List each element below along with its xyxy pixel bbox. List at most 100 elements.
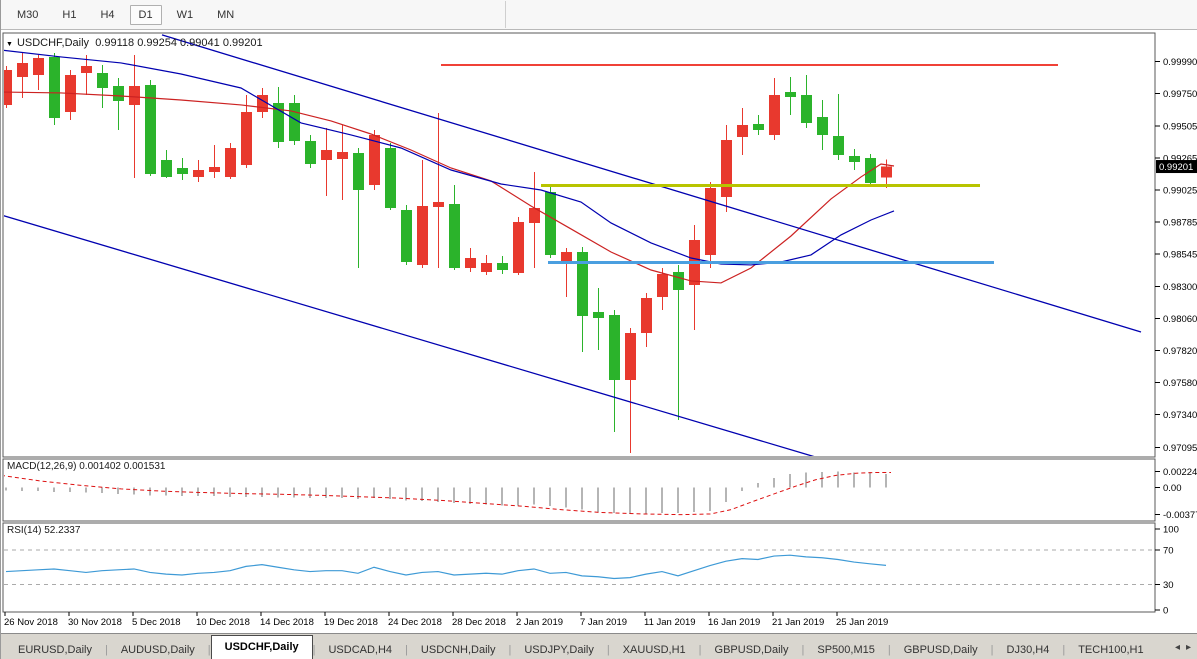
- price-axis-label: 0.98785: [1163, 218, 1197, 229]
- candle-body: [881, 166, 892, 178]
- candle-body: [657, 274, 668, 297]
- current-price-tag: [1156, 160, 1197, 174]
- candlestick-chart: [1, 34, 1142, 459]
- tab-scroll-arrows: ◂ ▸: [1172, 634, 1197, 659]
- macd-histogram-bar: [677, 487, 679, 514]
- symbol-tab-tech100-h1[interactable]: TECH100,H1: [1078, 644, 1144, 656]
- macd-histogram-bar: [501, 487, 503, 506]
- symbol-tab-audusd-daily[interactable]: AUDUSD,Daily: [120, 644, 195, 656]
- candle-body: [113, 86, 124, 101]
- chart-title: ▼ USDCHF,Daily 0.99118 0.99254 0.99041 0.…: [6, 37, 263, 49]
- candle-body: [833, 136, 844, 155]
- price-axis-label: 0.98300: [1163, 282, 1197, 293]
- macd-histogram-bar: [245, 487, 247, 497]
- symbol-tab-gbpusd-daily[interactable]: GBPUSD,Daily: [714, 644, 789, 656]
- candle-body: [849, 156, 860, 162]
- macd-histogram-bar: [373, 487, 375, 499]
- price-axis-label: 0.99505: [1163, 122, 1197, 133]
- date-axis-label: 26 Nov 2018: [4, 617, 58, 628]
- trendline-channel-upper[interactable]: [161, 34, 1142, 333]
- macd-histogram-bar: [725, 487, 727, 502]
- candle-body: [161, 160, 172, 177]
- tab-separator: |: [606, 644, 610, 656]
- candle-body: [609, 314, 620, 380]
- rsi-axis-label: 100: [1163, 525, 1179, 536]
- candle-body: [401, 210, 412, 262]
- date-axis-label: 5 Dec 2018: [132, 617, 181, 628]
- timeframe-button-m30[interactable]: M30: [17, 8, 39, 21]
- macd-histogram-bar: [293, 487, 295, 498]
- candle-body: [129, 86, 140, 105]
- symbol-tab-usdchf-daily[interactable]: USDCHF,Daily: [210, 635, 313, 659]
- symbol-tab-usdcad-h4[interactable]: USDCAD,H4: [328, 644, 393, 656]
- candle-body: [481, 262, 492, 272]
- tab-scroll-right-icon[interactable]: ▸: [1185, 641, 1191, 653]
- symbol-tab-xauusd-h1[interactable]: XAUUSD,H1: [622, 644, 686, 656]
- date-axis-label: 19 Dec 2018: [324, 617, 378, 628]
- timeframe-button-h1[interactable]: H1: [62, 8, 77, 21]
- price-axis-label: 0.97340: [1163, 410, 1197, 421]
- price-axis-label: 0.97820: [1163, 346, 1197, 357]
- macd-histogram-bar: [53, 487, 55, 492]
- candle-body: [241, 112, 252, 165]
- macd-histogram-bar: [837, 471, 839, 488]
- candle-body: [225, 148, 236, 177]
- price-axis-label: 0.98545: [1163, 250, 1197, 261]
- macd-histogram-bar: [453, 487, 455, 504]
- symbol-tab-usdjpy-daily[interactable]: USDJPY,Daily: [524, 644, 594, 656]
- price-axis-label: 0.99025: [1163, 186, 1197, 197]
- symbol-tab-gbpusd-daily[interactable]: GBPUSD,Daily: [903, 644, 978, 656]
- macd-histogram-bar: [357, 487, 359, 499]
- candle-body: [145, 84, 156, 174]
- symbol-tab-dj30-h4[interactable]: DJ30,H4: [1006, 644, 1050, 656]
- rsi-panel: [2, 522, 1156, 613]
- tab-separator: |: [990, 644, 994, 656]
- macd-histogram-bar: [261, 487, 263, 497]
- symbol-tab-usdcnh-daily[interactable]: USDCNH,Daily: [420, 644, 496, 656]
- candle-body: [577, 252, 588, 316]
- rsi-value: 52.2337: [44, 525, 81, 536]
- tab-separator: |: [508, 644, 512, 656]
- candle-body: [49, 56, 60, 118]
- tab-separator: |: [405, 644, 408, 656]
- symbol-tab-eurusd-daily[interactable]: EURUSD,Daily: [18, 644, 92, 656]
- tab-separator: |: [801, 644, 805, 656]
- macd-histogram-bar: [645, 487, 647, 514]
- macd-histogram-bar: [149, 487, 151, 496]
- macd-histogram-bar: [597, 487, 599, 512]
- candle-body: [801, 94, 812, 123]
- chart-collapse-icon[interactable]: ▼: [6, 41, 13, 48]
- candle-body: [17, 62, 28, 77]
- timeframe-button-h4[interactable]: H4: [100, 8, 115, 21]
- candle-body: [321, 150, 332, 160]
- rsi-chart: [4, 549, 1154, 585]
- macd-histogram-bar: [869, 472, 871, 488]
- date-axis-label: 16 Jan 2019: [708, 617, 760, 628]
- timeframe-button-mn[interactable]: MN: [217, 8, 235, 21]
- candle-body: [193, 170, 204, 177]
- timeframe-button-w1[interactable]: W1: [176, 8, 194, 21]
- macd-histogram-bar: [629, 487, 631, 514]
- candle-body: [417, 206, 428, 265]
- candle-body: [353, 152, 364, 190]
- candle-body: [769, 94, 780, 135]
- macd-histogram-bar: [821, 471, 823, 488]
- candle-body: [737, 124, 748, 137]
- candle-body: [785, 92, 796, 97]
- macd-histogram-bar: [277, 487, 279, 498]
- candle-body: [177, 168, 188, 174]
- timeframe-button-d1[interactable]: D1: [129, 4, 162, 25]
- macd-histogram-bar: [117, 487, 119, 494]
- date-axis-label: 28 Dec 2018: [452, 617, 506, 628]
- trendline-channel-lower[interactable]: [1, 215, 821, 459]
- candle-body: [529, 208, 540, 223]
- macd-histogram-bar: [709, 487, 711, 512]
- candle-body: [513, 222, 524, 273]
- symbol-tab-sp500-m15[interactable]: SP500,M15: [817, 644, 875, 656]
- macd-chart: [4, 471, 891, 516]
- tab-scroll-left-icon[interactable]: ◂: [1174, 641, 1180, 653]
- macd-histogram-bar: [805, 472, 807, 488]
- rsi-line: [5, 554, 887, 580]
